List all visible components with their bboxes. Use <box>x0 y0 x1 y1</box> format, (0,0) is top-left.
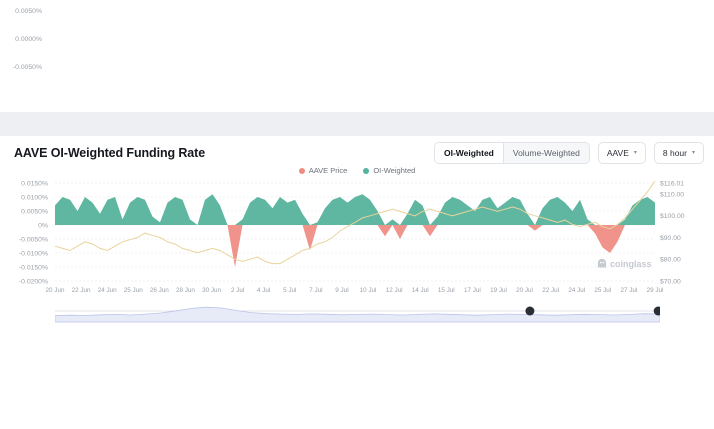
chart-controls: OI-Weighted Volume-Weighted AAVE ▾ 8 hou… <box>433 142 704 164</box>
left-axis-label: 0% <box>38 222 48 229</box>
symbol-select-value: AAVE <box>606 148 629 158</box>
navigator-handle-right <box>653 306 660 316</box>
legend-item-aave-price[interactable]: AAVE Price <box>298 166 348 175</box>
funding-negative-area <box>55 225 655 267</box>
chevron-down-icon: ▾ <box>633 150 637 156</box>
x-axis-label: 5 Jul <box>283 287 296 294</box>
x-axis-label: 19 Jul <box>490 287 507 294</box>
ghost-icon <box>597 258 607 269</box>
price-line <box>54 180 656 265</box>
x-axis-label: 25 Jun <box>124 287 143 294</box>
funding-rate-card: AAVE OI-Weighted Funding Rate OI-Weighte… <box>0 136 714 429</box>
x-axis-label: 26 Jun <box>150 287 169 294</box>
left-axis-label: 0.0100% <box>21 194 48 201</box>
x-axis-label: 24 Jun <box>98 287 117 294</box>
axis-label: 0.0050% <box>15 8 42 15</box>
page-title: AAVE OI-Weighted Funding Rate <box>14 146 206 160</box>
x-axis-label: 20 Jun <box>46 287 65 294</box>
x-axis-label: 22 Jul <box>542 287 559 294</box>
x-axis-label: 29 Jul <box>647 287 664 294</box>
x-axis-label: 28 Jun <box>176 287 195 294</box>
axis-label: 0.0000% <box>15 36 42 43</box>
funding-positive-area <box>55 194 655 225</box>
weighting-toggle: OI-Weighted Volume-Weighted <box>433 142 590 164</box>
x-axis-label: 30 Jun <box>202 287 221 294</box>
legend-dot-oi-weighted <box>363 167 370 174</box>
x-axis-label: 24 Jul <box>568 287 585 294</box>
right-axis-label: $80.00 <box>660 257 681 264</box>
chart-legend: AAVE Price OI-Weighted <box>0 166 714 175</box>
coinglass-watermark: coinglass <box>597 258 652 269</box>
legend-dot-aave-price <box>298 167 305 174</box>
left-axis-label: 0.0050% <box>21 208 48 215</box>
card-header: AAVE OI-Weighted Funding Rate OI-Weighte… <box>14 142 704 164</box>
x-axis-label: 7 Jul <box>309 287 322 294</box>
x-axis-label: 4 Jul <box>257 287 270 294</box>
left-axis-label: -0.0200% <box>19 278 48 285</box>
x-axis-label: 22 Jun <box>72 287 91 294</box>
interval-select-value: 8 hour <box>662 148 687 158</box>
x-axis-label: 20 Jul <box>516 287 533 294</box>
toggle-volume-weighted[interactable]: Volume-Weighted <box>502 143 589 163</box>
chart-navigator[interactable] <box>55 298 660 324</box>
right-axis-label: $110.00 <box>660 191 684 198</box>
symbol-select[interactable]: AAVE ▾ <box>597 142 646 164</box>
navigator-handle-left <box>525 306 535 316</box>
x-axis-label: 27 Jul <box>621 287 638 294</box>
left-axis-label: -0.0150% <box>19 264 48 271</box>
legend-label: OI-Weighted <box>373 166 416 175</box>
x-axis-label: 25 Jul <box>594 287 611 294</box>
watermark-label: coinglass <box>610 258 652 269</box>
right-axis-label: $100.00 <box>660 213 685 220</box>
x-axis-label: 2 Jul <box>231 287 244 294</box>
right-axis-label: $70.00 <box>660 278 681 285</box>
axis-label: -0.0050% <box>12 64 42 71</box>
right-axis-label: $116.01 <box>660 180 684 187</box>
top-chart-partial: 0.0050% 0.0000% -0.0050% <box>0 0 714 112</box>
left-axis-label: -0.0050% <box>19 236 48 243</box>
navigator-area <box>55 306 660 323</box>
chevron-down-icon: ▾ <box>691 150 695 156</box>
card-divider <box>0 112 714 136</box>
right-axis-label: $90.00 <box>660 235 681 242</box>
legend-label: AAVE Price <box>308 166 348 175</box>
x-axis-label: 14 Jul <box>412 287 429 294</box>
x-axis-label: 15 Jul <box>438 287 455 294</box>
legend-item-oi-weighted[interactable]: OI-Weighted <box>363 166 415 175</box>
interval-select[interactable]: 8 hour ▾ <box>653 142 704 164</box>
x-axis-label: 17 Jul <box>464 287 481 294</box>
x-axis-label: 10 Jul <box>360 287 377 294</box>
x-axis-label: 12 Jul <box>386 287 403 294</box>
toggle-oi-weighted[interactable]: OI-Weighted <box>434 143 503 163</box>
x-axis-label: 9 Jul <box>335 287 348 294</box>
left-axis-label: -0.0100% <box>19 250 48 257</box>
left-axis-label: 0.0150% <box>21 180 48 187</box>
funding-rate-chart[interactable]: 0.0150% 0.0100% 0.0050% 0% -0.0050% -0.0100% -… <box>0 180 714 296</box>
